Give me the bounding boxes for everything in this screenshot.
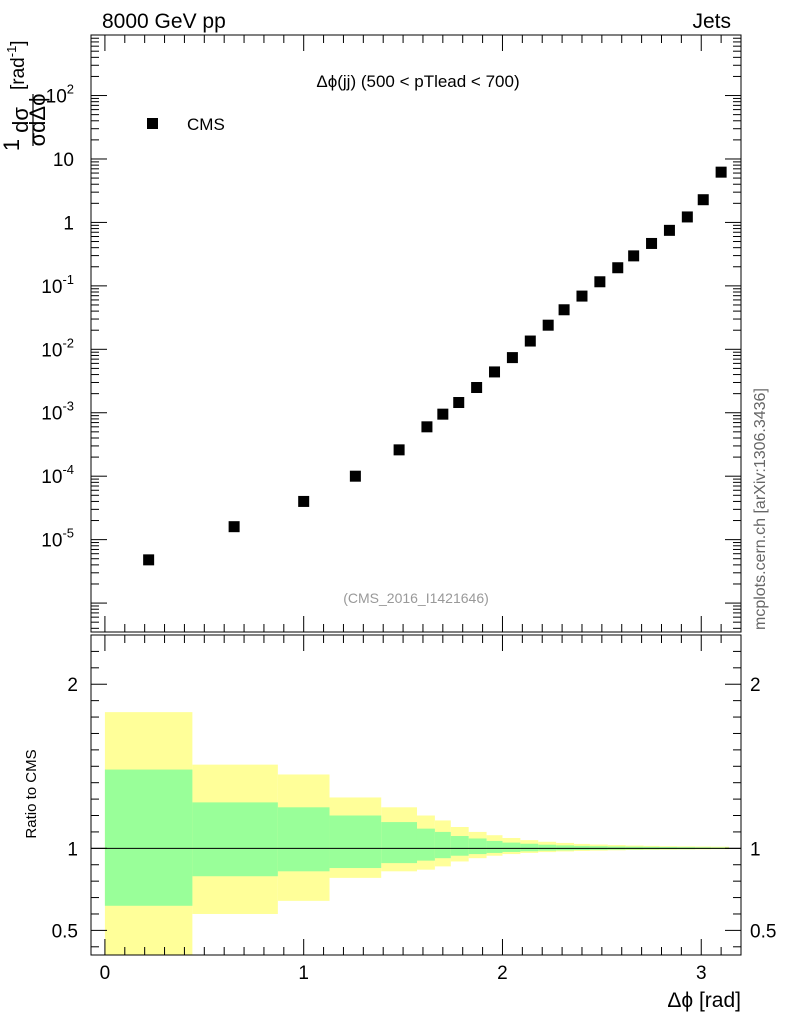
y-tick-label: 10-3 bbox=[41, 399, 74, 425]
band-inner-bin bbox=[277, 807, 330, 872]
plot-watermark: (CMS_2016_I1421646) bbox=[343, 590, 489, 606]
data-markers bbox=[143, 166, 727, 566]
data-point bbox=[437, 408, 449, 420]
data-point bbox=[471, 382, 483, 394]
y-tick-label-base: 1 bbox=[63, 213, 74, 234]
y-label-denominator: σdΔϕ bbox=[25, 94, 50, 147]
y-tick-label-base: 10 bbox=[46, 87, 67, 108]
ratio-y-label: Ratio to CMS bbox=[23, 749, 40, 838]
main-y-label: 1 dσ σdΔϕ [rad-1] bbox=[0, 40, 50, 151]
y-label-unit-exp: -1 bbox=[4, 46, 19, 58]
main-plot-frame bbox=[90, 34, 742, 633]
data-point bbox=[576, 290, 588, 302]
side-label: mcplots.cern.ch [arXiv:1306.3436] bbox=[752, 388, 769, 630]
y-tick-label: 10-1 bbox=[41, 272, 74, 298]
band-inner-bin bbox=[468, 838, 487, 855]
x-axis-label: Δϕ [rad] bbox=[667, 989, 741, 1012]
data-point bbox=[506, 352, 518, 364]
y-tick-label: 10-5 bbox=[41, 526, 74, 552]
band-inner-bin bbox=[486, 840, 503, 853]
y-tick-label-base: 10 bbox=[41, 277, 62, 298]
data-point bbox=[228, 521, 240, 533]
data-point bbox=[524, 335, 536, 347]
legend-label: CMS bbox=[187, 115, 225, 134]
band-inner-bin bbox=[450, 836, 469, 856]
ratio-y-tick-label-right: 0.5 bbox=[750, 921, 776, 942]
data-point bbox=[542, 319, 554, 331]
y-tick-label-exponent: -3 bbox=[62, 399, 74, 414]
y-label-unit: [rad-1] bbox=[4, 40, 29, 90]
x-tick-label: 1 bbox=[298, 963, 309, 984]
data-point bbox=[453, 397, 465, 409]
ratio-y-tick-label-right: 1 bbox=[750, 839, 761, 860]
y-tick-label: 10-2 bbox=[41, 335, 74, 361]
data-point bbox=[558, 304, 570, 316]
y-tick-label-exponent: -4 bbox=[62, 462, 74, 477]
band-inner-bin bbox=[416, 828, 435, 861]
data-point bbox=[612, 262, 624, 274]
data-point bbox=[421, 421, 433, 433]
y-tick-label-base: 10 bbox=[41, 467, 62, 488]
y-tick-label: 1 bbox=[63, 213, 74, 234]
data-point bbox=[143, 554, 155, 566]
data-point bbox=[349, 470, 361, 482]
data-point bbox=[681, 211, 693, 223]
legend-marker bbox=[147, 118, 158, 129]
data-point bbox=[298, 495, 310, 507]
data-point bbox=[393, 444, 405, 456]
data-point bbox=[663, 224, 675, 236]
band-inner-bin bbox=[381, 822, 417, 864]
x-tick-label: 0 bbox=[100, 963, 111, 984]
y-tick-label-base: 10 bbox=[53, 150, 74, 171]
band-inner-bin bbox=[192, 802, 278, 877]
y-tick-label-base: 10 bbox=[41, 340, 62, 361]
y-label-numerator: dσ bbox=[8, 107, 33, 133]
y-tick-label: 102 bbox=[46, 82, 74, 108]
y-tick-label-exponent: 2 bbox=[67, 82, 74, 97]
x-tick-label: 3 bbox=[696, 963, 707, 984]
plot-title: Δϕ(jj) (500 < pTlead < 700) bbox=[316, 72, 519, 91]
y-tick-label-exponent: -1 bbox=[62, 272, 74, 287]
y-tick-label-base: 10 bbox=[41, 531, 62, 552]
x-tick-label: 2 bbox=[497, 963, 508, 984]
ratio-y-tick-label-left: 1 bbox=[67, 839, 78, 860]
y-label-unit-close: ] bbox=[8, 40, 29, 45]
ratio-plot-frame bbox=[90, 634, 742, 956]
data-point bbox=[594, 276, 606, 288]
ratio-plot: 0.5 0.5 1 1 2 2 0 1 2 3 Ratio to CMS Δϕ [rad] bbox=[23, 634, 776, 1012]
y-tick-label: 10-4 bbox=[41, 462, 74, 488]
header-right: Jets bbox=[692, 10, 731, 33]
y-label-unit-open: [rad bbox=[8, 57, 29, 90]
data-point bbox=[628, 250, 640, 262]
data-point bbox=[697, 194, 709, 206]
data-point bbox=[646, 237, 658, 249]
data-point bbox=[715, 166, 727, 178]
ratio-y-tick-label-right: 2 bbox=[750, 675, 761, 696]
ratio-ticks: 0.5 0.5 1 1 2 2 0 1 2 3 bbox=[52, 634, 776, 984]
ratio-y-tick-label-left: 0.5 bbox=[52, 921, 78, 942]
band-inner-bin bbox=[502, 842, 521, 852]
ratio-y-tick-label-left: 2 bbox=[67, 675, 78, 696]
y-tick-label: 10 bbox=[53, 150, 74, 171]
y-tick-label-exponent: -5 bbox=[62, 526, 74, 541]
header-left: 8000 GeV pp bbox=[102, 10, 226, 33]
band-inner-bin bbox=[520, 843, 539, 852]
y-tick-label-exponent: -2 bbox=[62, 335, 74, 350]
y-label-lead: 1 bbox=[0, 139, 24, 151]
y-tick-label-base: 10 bbox=[41, 404, 62, 425]
uncertainty-bands bbox=[104, 712, 730, 955]
band-inner-bin bbox=[104, 769, 193, 906]
band-inner-bin bbox=[329, 815, 382, 869]
data-point bbox=[489, 366, 501, 378]
band-inner-bin bbox=[434, 831, 451, 859]
band-inner-bin bbox=[538, 844, 557, 851]
